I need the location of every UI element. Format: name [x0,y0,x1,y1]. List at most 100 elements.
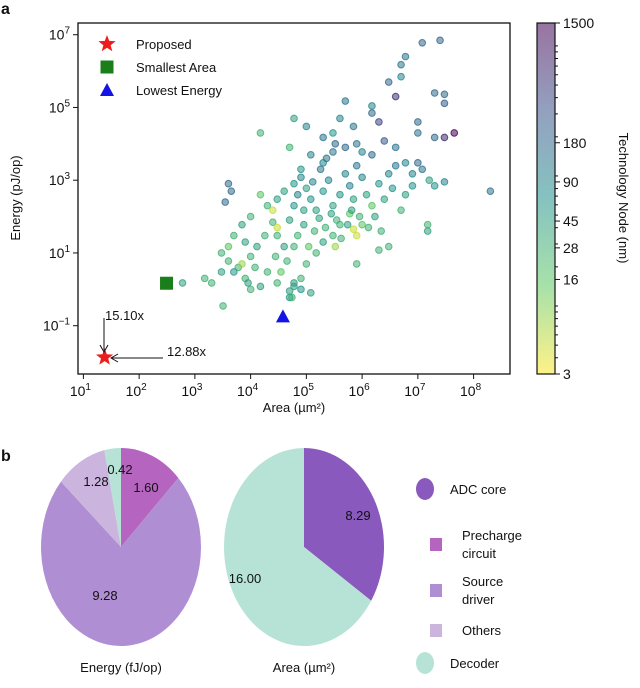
scatter-point [423,220,432,229]
scatter-point [401,159,410,167]
scatter-point [230,231,238,240]
scatter-point [224,242,233,251]
colorbar-tick-label: 1500 [563,15,594,31]
scatter-point [285,287,294,295]
scatter-point [375,118,383,126]
scatter-point [384,170,393,178]
colorbar-tick-label: 90 [563,174,579,190]
scatter-point [315,214,324,223]
scatter-point [277,268,285,276]
legend-label: Proposed [136,37,192,52]
scatter-point [219,302,227,310]
legend-label: Lowest Energy [136,83,222,98]
scatter-point [368,201,376,210]
pie-value-label: 9.28 [92,588,117,603]
pie-energy-label: Energy (fJ/op) [80,660,162,675]
scatter-legend: Proposed Smallest Area Lowest Energy [98,35,222,98]
x-tick-label: 106 [349,382,371,399]
scatter-point [246,285,255,294]
scatter-point [269,206,277,214]
scatter-point [246,212,255,221]
scatter-point [256,282,265,291]
pie-slice [104,448,121,547]
scatter-point [408,170,417,178]
scatter-point [200,274,209,283]
scatter-point [440,178,449,186]
y-tick-label: 107 [49,26,71,43]
scatter-point [283,257,291,265]
scatter-point [352,260,361,268]
scatter-point [238,220,246,229]
scatter-point [302,260,311,268]
scatter-point [397,72,405,81]
x-tick-label: 102 [126,382,148,399]
scatter-point [273,231,282,240]
tick-base: 10 [293,383,309,399]
scatter-point [263,201,272,210]
tick-base: 10 [49,27,65,43]
pie-slice [41,477,202,646]
colorbar-tick-label: 16 [563,271,579,287]
scatter-point [486,187,495,195]
scatter-point [273,279,282,287]
scatter-point [293,190,302,199]
scatter-point [358,148,366,156]
colorbar-tick-label: 45 [563,213,579,229]
scatter-point [430,133,439,142]
colorbar-tick-label: 180 [563,135,587,151]
scatter-point [347,206,356,214]
scatter-point [414,118,422,126]
tick-base: 10 [181,383,197,399]
legend-marker-triangle [100,83,114,96]
scatter-point [336,114,344,123]
scatter-point [306,289,315,297]
scatter-point [371,212,379,221]
scatter-point [297,165,305,174]
tick-exp: −1 [59,317,71,328]
scatter-point [349,195,358,204]
tick-base: 10 [70,383,86,399]
x-tick-label: 103 [181,382,203,399]
scatter-point [401,190,410,199]
scatter-point [430,89,439,97]
scatter-points [178,36,495,310]
scatter-point [401,52,410,61]
scatter-point [368,109,376,117]
pie-value-label: 16.00 [229,571,262,586]
scatter-point [207,279,216,287]
scatter-point [384,78,393,86]
scatter-point [375,179,383,188]
scatter-point [269,218,277,227]
scatter-point [391,161,400,170]
scatter-point [332,216,341,224]
annotation-energy-ratio: 12.88x [167,344,207,359]
panel-label-b: b [1,448,11,465]
scatter-point [290,279,298,287]
pie-value-label: 1.60 [133,480,158,495]
scatter-point [358,173,366,182]
scatter-point [377,227,385,235]
scatter-point [436,36,444,45]
scatter-point [408,182,417,190]
legend-square [430,624,442,637]
scatter-point [273,223,282,232]
tick-base: 10 [43,318,59,334]
arrowhead-left [109,353,119,363]
scatter-point [246,252,255,261]
scatter-point [253,242,261,251]
scatter-point [423,227,432,235]
scatter-point [327,209,336,218]
x-axis: 101 102 103 104 105 106 107 108 [70,374,482,399]
legend-label: driver [462,592,495,607]
scatter-point [261,231,269,240]
x-tick-label: 107 [404,382,426,399]
x-tick-label: 104 [237,382,259,399]
scatter-point [329,201,337,210]
scatter-point [319,238,327,246]
scatter-point [368,102,376,110]
scatter-point [217,249,226,257]
scatter-point [230,268,238,276]
scatter-point [425,176,434,185]
tick-base: 10 [49,245,65,261]
scatter-point [319,187,327,195]
